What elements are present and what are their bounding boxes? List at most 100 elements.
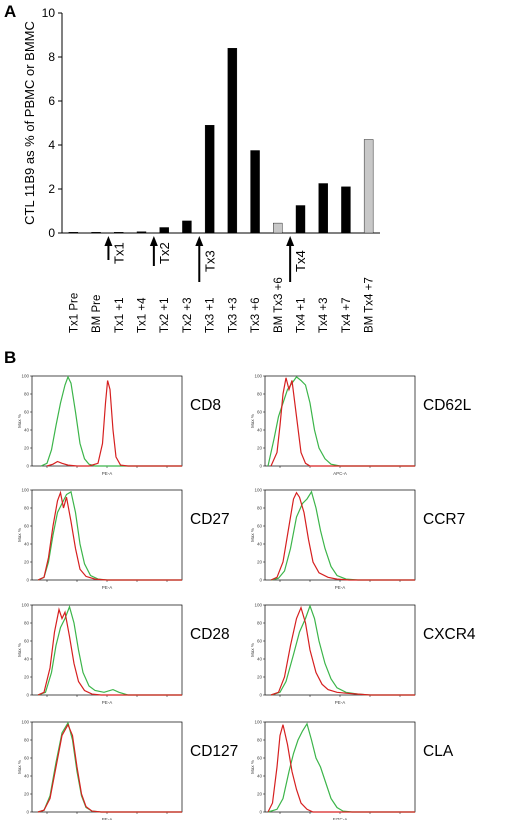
histogram-y-tick-label: 60 xyxy=(257,639,263,644)
y-tick-label: 0 xyxy=(48,226,55,240)
green-histogram-line xyxy=(40,375,182,467)
bar xyxy=(227,48,238,234)
histogram-y-tick-label: 20 xyxy=(24,446,30,451)
histogram-x-axis-label: PE-A xyxy=(335,585,346,590)
red-histogram-line xyxy=(46,380,182,467)
histogram-y-tick-label: 20 xyxy=(257,446,263,451)
histogram-y-tick-label: 60 xyxy=(257,410,263,415)
green-histogram-line xyxy=(37,490,182,581)
category-label: Tx4 +7 xyxy=(341,298,353,333)
histogram-y-tick-label: 80 xyxy=(24,738,30,743)
category-label: BM Tx4 +7 xyxy=(364,277,376,333)
histogram-y-tick-label: 40 xyxy=(257,774,263,779)
green-histogram-line xyxy=(270,490,415,581)
treatment-label: Tx1 xyxy=(111,242,126,264)
green-histogram-line xyxy=(37,604,182,696)
bar xyxy=(159,227,169,234)
histogram-y-tick-label: 40 xyxy=(257,657,263,662)
panel-a-label: A xyxy=(4,2,16,21)
histogram-y-tick-label: 20 xyxy=(257,675,263,680)
panel-b-label: B xyxy=(4,348,16,367)
histogram-frame xyxy=(31,489,183,581)
histogram-y-tick-label: 40 xyxy=(24,657,30,662)
bar xyxy=(182,220,192,234)
treatment-label: Tx3 xyxy=(202,250,217,272)
y-tick-label: 6 xyxy=(48,94,55,108)
histogram-x-axis-label: PE-A xyxy=(102,700,113,705)
bar xyxy=(91,231,101,234)
bar xyxy=(204,124,215,234)
histogram-y-tick-label: 40 xyxy=(24,774,30,779)
marker-label: CD127 xyxy=(190,743,238,760)
histogram-y-tick-label: 80 xyxy=(257,738,263,743)
bar xyxy=(273,222,283,234)
category-label: Tx1 +1 xyxy=(114,298,126,333)
category-label: Tx2 +1 xyxy=(159,298,171,333)
bar xyxy=(341,186,351,234)
histogram-y-axis-label: Max % xyxy=(17,414,22,428)
histogram-frame xyxy=(264,721,416,813)
bar xyxy=(136,231,147,234)
panel-b-histograms: 0 20 40 60 80 100 Max % PE-A CD8 0 20 40 60 80 100 Max … xyxy=(17,374,476,820)
marker-label: CD8 xyxy=(190,397,221,414)
green-histogram-line xyxy=(267,722,415,813)
green-histogram-line xyxy=(270,604,415,696)
category-label: Tx2 +3 xyxy=(182,298,194,333)
histogram-y-tick-label: 80 xyxy=(24,621,30,626)
histogram-y-tick-label: 100 xyxy=(21,720,29,725)
histogram-y-axis-label: Max % xyxy=(250,643,255,657)
y-tick-label: 4 xyxy=(48,138,55,152)
histogram-y-tick-label: 100 xyxy=(254,488,262,493)
panel-a-bar-chart: 0 2 4 6 8 10 CTL 11B9 as % of PBMC or BMMC Tx1 … xyxy=(22,6,380,333)
category-label: Tx3 +1 xyxy=(205,298,217,333)
histogram-x-axis-label: PE-A xyxy=(335,700,346,705)
bar xyxy=(114,231,124,234)
histogram-y-tick-label: 80 xyxy=(257,392,263,397)
histogram-y-tick-label: 80 xyxy=(257,621,263,626)
green-histogram-line xyxy=(37,721,182,813)
histogram-y-tick-label: 80 xyxy=(257,506,263,511)
bar xyxy=(295,205,306,234)
histogram-x-axis-label: FITC-A xyxy=(333,817,348,820)
histogram-y-tick-label: 60 xyxy=(24,410,30,415)
histogram-y-tick-label: 40 xyxy=(24,542,30,547)
histogram-y-axis-label: Max % xyxy=(17,643,22,657)
histogram-y-tick-label: 40 xyxy=(24,428,30,433)
treatment-arrowhead xyxy=(286,236,295,246)
red-histogram-line xyxy=(270,377,415,467)
histogram-y-tick-label: 0 xyxy=(259,693,262,698)
histogram-y-tick-label: 20 xyxy=(24,675,30,680)
histogram-y-tick-label: 0 xyxy=(259,578,262,583)
histogram-y-tick-label: 20 xyxy=(257,560,263,565)
red-histogram-line xyxy=(37,490,182,581)
category-label: Tx4 +1 xyxy=(296,298,308,333)
treatment-arrowhead xyxy=(149,236,158,246)
bar xyxy=(250,150,260,234)
histogram-y-tick-label: 40 xyxy=(257,542,263,547)
y-axis-label: CTL 11B9 as % of PBMC or BMMC xyxy=(22,21,37,225)
red-histogram-line xyxy=(270,605,415,696)
histogram-x-axis-label: APC-A xyxy=(333,471,347,476)
histogram-y-tick-label: 100 xyxy=(254,374,262,379)
bar xyxy=(318,183,328,234)
histogram-y-tick-label: 60 xyxy=(257,756,263,761)
marker-label: CD27 xyxy=(190,511,230,528)
marker-label: CD62L xyxy=(423,397,472,414)
y-tick-label: 2 xyxy=(48,182,55,196)
treatment-arrowhead xyxy=(104,236,113,246)
histogram-y-tick-label: 40 xyxy=(257,428,263,433)
histogram-y-tick-label: 20 xyxy=(24,560,30,565)
histogram-y-tick-label: 80 xyxy=(24,506,30,511)
red-histogram-line xyxy=(37,723,182,813)
red-histogram-line xyxy=(37,607,182,696)
histogram-y-tick-label: 100 xyxy=(254,720,262,725)
histogram-y-tick-label: 60 xyxy=(24,756,30,761)
y-tick-label: 10 xyxy=(42,6,56,20)
category-label: BM Tx3 +6 xyxy=(273,277,285,333)
histogram-y-axis-label: Max % xyxy=(250,760,255,774)
histogram-x-axis-label: PE-A xyxy=(102,585,113,590)
histogram-y-axis-label: Max % xyxy=(250,414,255,428)
category-label: Tx3 +3 xyxy=(227,298,239,333)
histogram-x-axis-label: PE-A xyxy=(102,471,113,476)
